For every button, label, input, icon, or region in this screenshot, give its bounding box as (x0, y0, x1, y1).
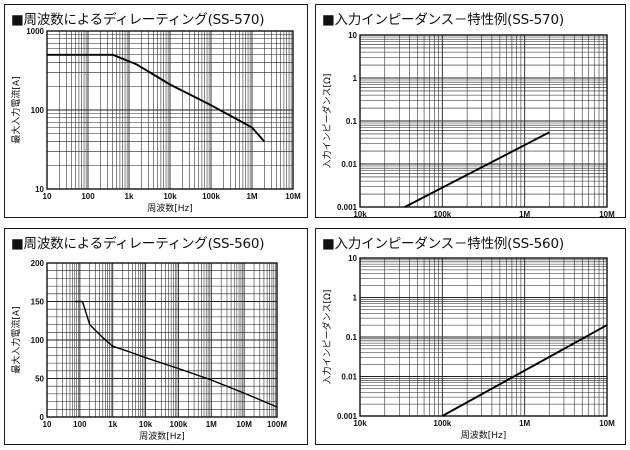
chart-panel-impedance-ss570: ■入力インピーダンス－特性例(SS-570) 10k 100k 1M 10M 10 1 0.… (315, 4, 626, 219)
chart-title: ■入力インピーダンス－特性例(SS-560) (322, 236, 564, 252)
x-tick-label: 100k (433, 419, 451, 428)
y-tick-label: 200 (31, 259, 45, 268)
y-axis-label: 最大入力電流[A] (10, 76, 22, 143)
x-tick-label: 1k (108, 420, 117, 429)
y-tick-label: 0.001 (337, 203, 358, 212)
series-line (441, 324, 608, 417)
x-tick-label: 100M (267, 420, 287, 429)
chart-panel-impedance-ss560: ■入力インピーダンス－特性例(SS-560) 10k 100k 1M 10M 10 1 0.… (315, 228, 626, 445)
y-tick-label: 1 (353, 294, 358, 303)
x-tick-label: 1M (246, 192, 257, 201)
y-axis-label: 入力インピーダンス[Ω] (321, 290, 333, 385)
series-line (47, 53, 266, 143)
y-axis-label: 入力インピーダンス[Ω] (321, 74, 333, 169)
series-line (74, 300, 278, 408)
x-tick-label: 100k (433, 210, 451, 219)
plot-frame (46, 262, 278, 418)
chart-panel-derating-ss570: ■周波数によるディレーティング(SS-570) 10 100 1k 10k 100k 1M… (4, 4, 308, 218)
y-tick-label: 0 (40, 413, 45, 422)
x-axis-label: 周波数[Hz] (139, 430, 185, 442)
y-tick-label: 100 (31, 106, 45, 115)
y-tick-label: 0.001 (337, 412, 358, 421)
x-tick-label: 10M (236, 420, 252, 429)
series-line (404, 131, 550, 208)
x-tick-label: 10M (599, 210, 615, 219)
y-tick-label: 0.01 (341, 373, 357, 382)
x-axis-label: 周波数[Hz] (147, 202, 193, 214)
x-tick-label: 1M (206, 420, 217, 429)
y-axis-label: 最大入力電流[A] (10, 306, 22, 373)
chart-svg: 10k100k1M10M1010.10.010.001周波数[Hz]入力インピー… (321, 31, 615, 219)
x-tick-label: 100k (202, 192, 220, 201)
plot-frame (359, 257, 608, 417)
y-tick-label: 0.01 (341, 160, 357, 169)
y-tick-label: 50 (35, 375, 44, 384)
x-tick-label: 1k (125, 192, 134, 201)
x-tick-label: 10 (43, 420, 52, 429)
x-axis-label: 周波数[Hz] (461, 429, 507, 441)
x-tick-label: 100 (73, 420, 87, 429)
x-tick-label: 100 (81, 192, 95, 201)
chart-panel-derating-ss560: ■周波数によるディレーティング(SS-560) 10 100 1k 10k 100k 1M… (4, 228, 308, 445)
plot-frame (359, 34, 608, 208)
y-tick-label: 1 (353, 74, 358, 83)
chart-title: ■入力インピーダンス－特性例(SS-570) (322, 12, 564, 28)
y-tick-label: 0.1 (346, 333, 358, 342)
y-tick-label: 10 (35, 185, 44, 194)
chart-svg: 10 100 1k 10k 100k 1M 10M 100M 200 150 100 50 0 周波数[H… (10, 259, 287, 442)
plot-frame (46, 30, 294, 190)
x-tick-label: 100k (170, 420, 188, 429)
y-tick-label: 100 (31, 336, 45, 345)
chart-title: ■周波数によるディレーティング(SS-570) (11, 12, 265, 28)
x-tick-label: 10k (353, 210, 367, 219)
x-tick-label: 10k (163, 192, 177, 201)
y-tick-label: 150 (31, 298, 45, 307)
x-tick-label: 1M (519, 210, 530, 219)
x-tick-label: 10M (599, 419, 615, 428)
chart-title: ■周波数によるディレーティング(SS-560) (11, 236, 265, 252)
y-tick-label: 0.1 (346, 117, 358, 126)
y-tick-label: 10 (348, 31, 357, 40)
y-tick-label: 1000 (26, 27, 44, 36)
x-tick-label: 1M (519, 419, 530, 428)
x-tick-label: 10k (139, 420, 153, 429)
x-tick-label: 10 (43, 192, 52, 201)
x-tick-label: 10k (353, 419, 367, 428)
y-tick-label: 10 (348, 254, 357, 263)
chart-svg: 10k 100k 1M 10M 10 1 0.1 0.01 0.001 周波数[Hz] 入力インピー… (321, 254, 615, 441)
chart-svg: 10 100 1k 10k 100k 1M 10M 1000 100 10 周波数[Hz] 最大入力電… (10, 27, 301, 214)
x-tick-label: 10M (285, 192, 301, 201)
